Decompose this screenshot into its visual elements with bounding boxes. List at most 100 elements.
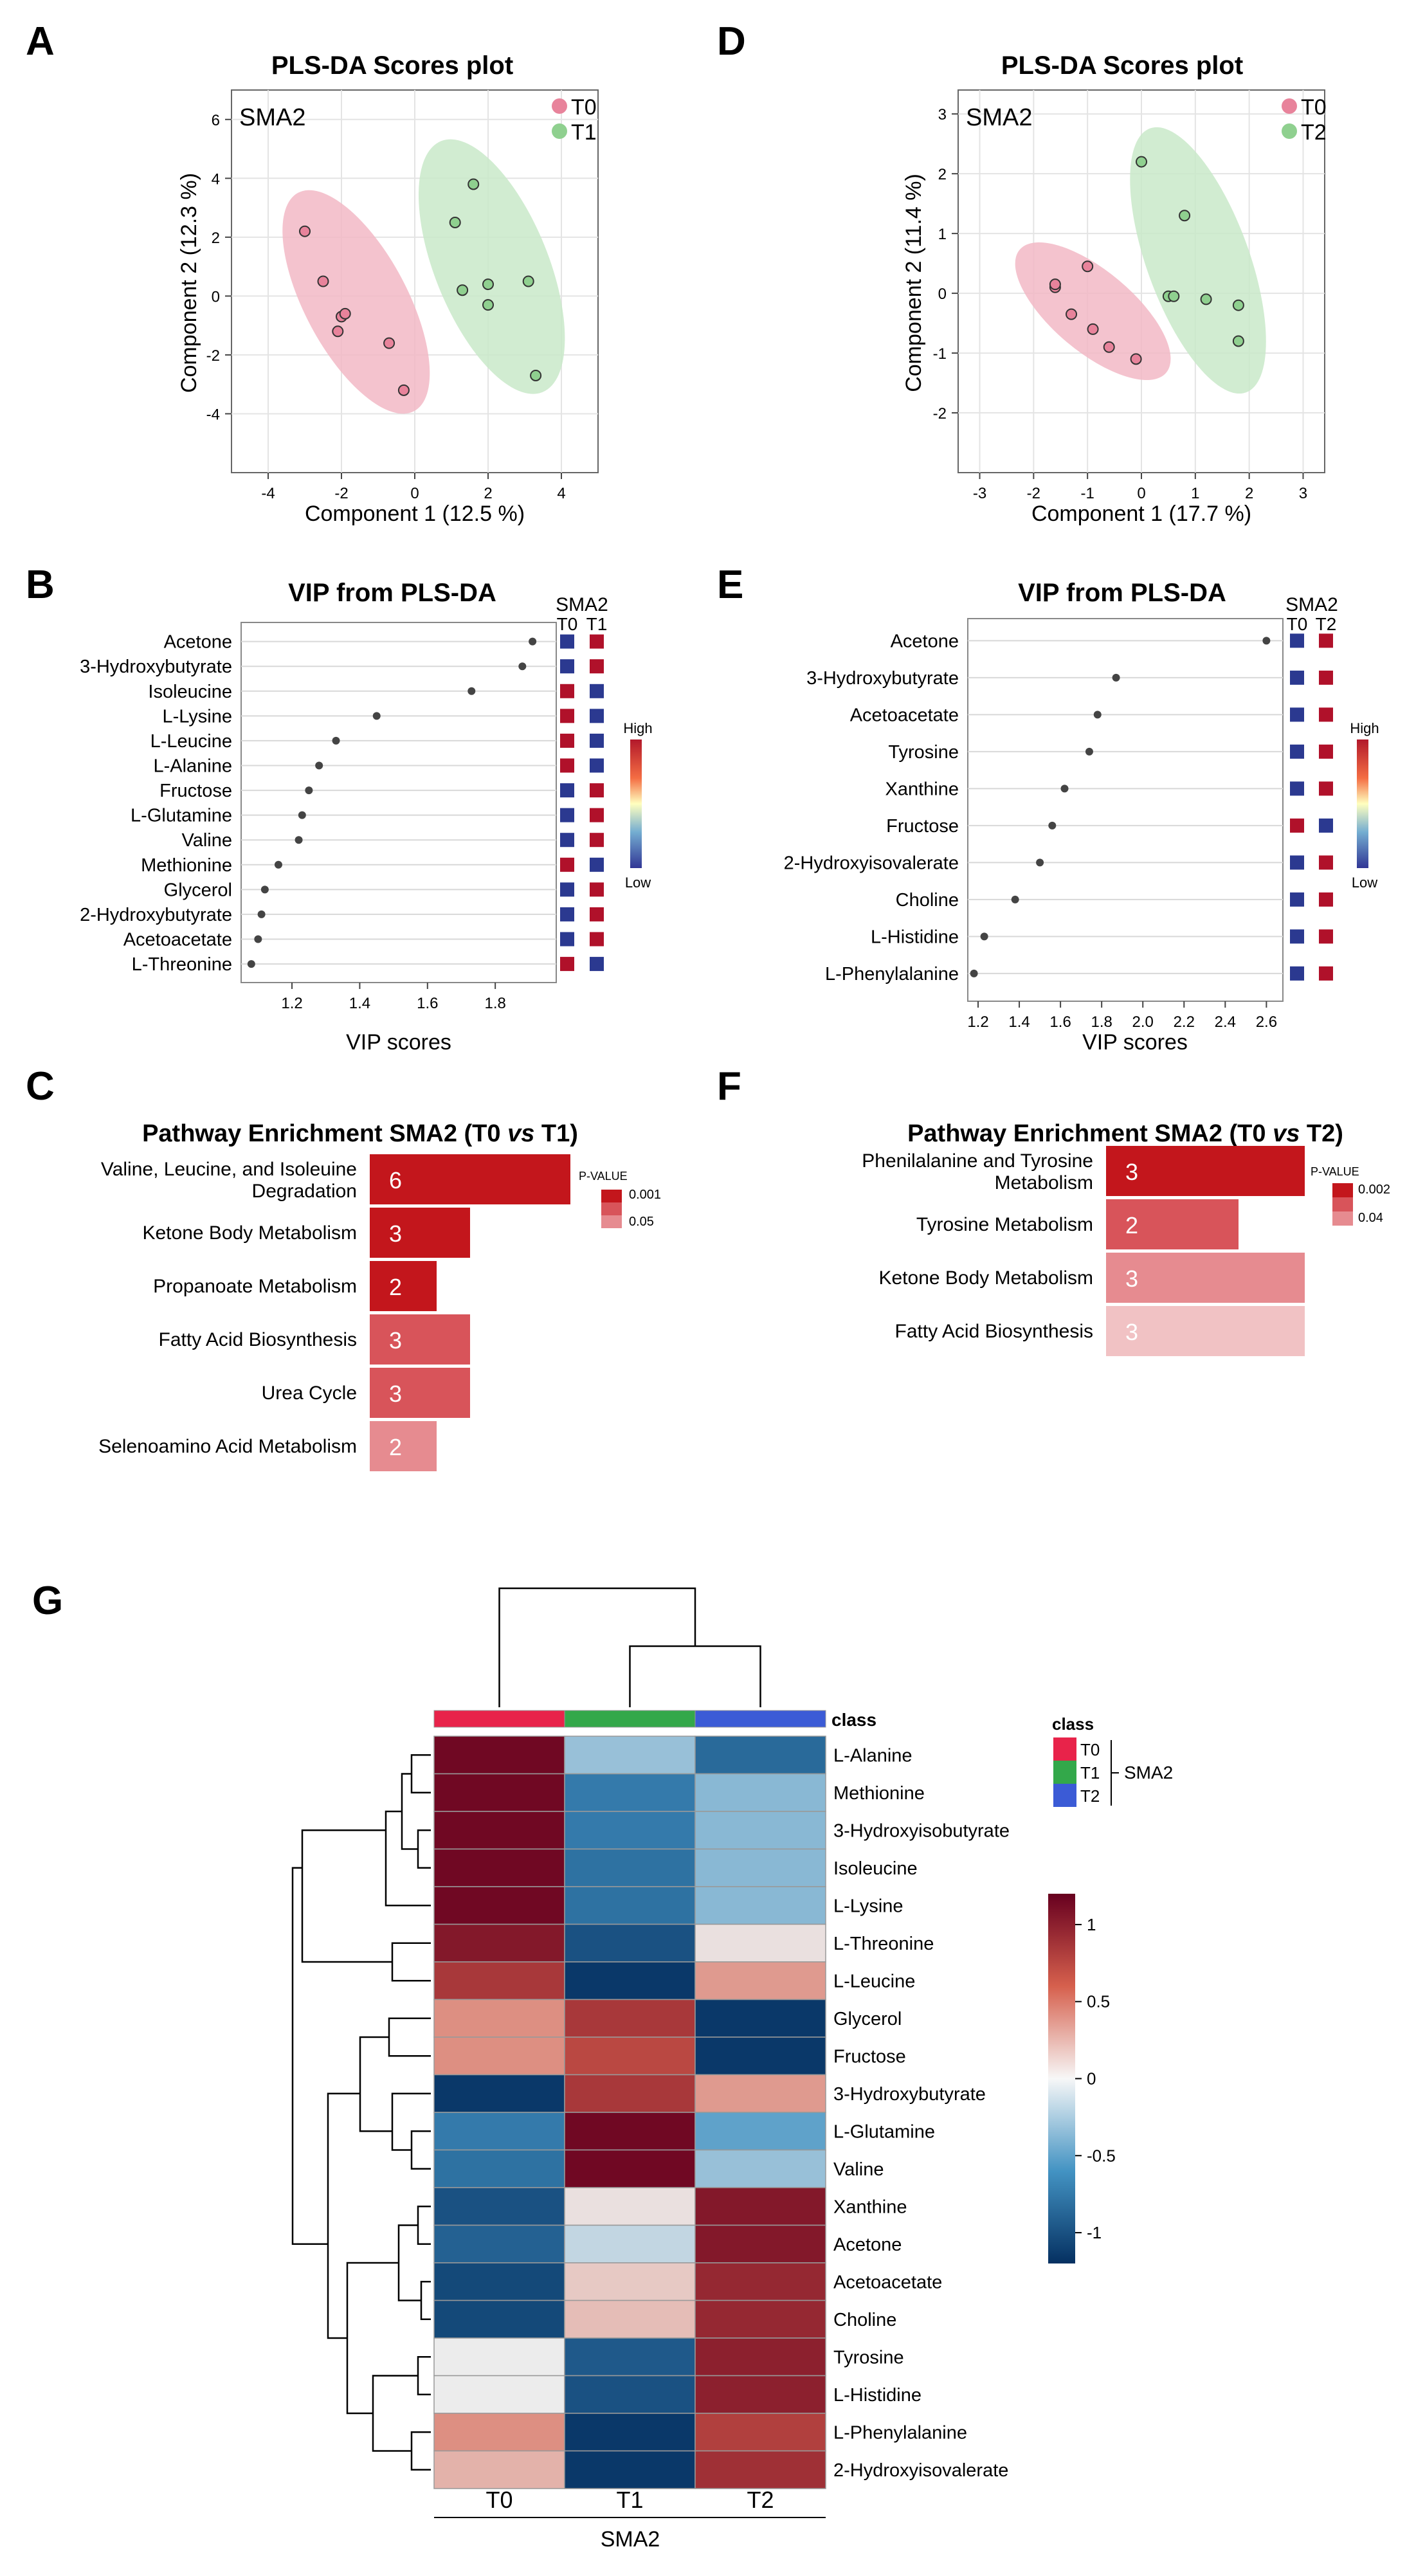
pd-point-t2-3 xyxy=(1168,290,1180,302)
pa-point-t1-1 xyxy=(449,216,461,228)
pd-point-t0-1 xyxy=(1049,278,1061,291)
panel-f-legend-swatch-1 xyxy=(1332,1183,1353,1197)
pe-tyrosine-heat-t0 xyxy=(1290,744,1304,759)
panel-g-cell-l-histidine-t0 xyxy=(433,2375,565,2414)
pd-point-t2-6 xyxy=(1232,335,1244,347)
panel-a-legend-t0: T0 xyxy=(571,95,597,120)
panel-g-cell-3-hydroxyisobutyrate-t1 xyxy=(564,1811,696,1850)
panel-g-legend-t0: T0 xyxy=(1080,1740,1100,1759)
pe-fructose-heat-t2 xyxy=(1319,818,1333,833)
panel-g-row-label-l-lysine: L-Lysine xyxy=(833,1896,903,1916)
pd-ytick-4: -1 xyxy=(933,345,947,363)
pb-l-alanine-dot xyxy=(315,761,323,770)
panel-g-legend-group: SMA2 xyxy=(1124,1763,1173,1782)
pb-valine-label: Valine xyxy=(182,830,232,851)
panel-b-frame xyxy=(241,622,557,983)
panel-g-row-label-fructose: Fructose xyxy=(833,2046,906,2067)
panel-g-cell-fructose-t2 xyxy=(694,2036,826,2076)
panel-e-group-label: SMA2 xyxy=(1285,594,1338,615)
panel-g-col-label-t0: T0 xyxy=(486,2487,513,2513)
pb-isoleucine-heat-t0 xyxy=(560,684,574,698)
pc-selenoamino-acid-metabolism-label: Selenoamino Acid Metabolism xyxy=(98,1436,357,1457)
pe-xtick-5: 2.2 xyxy=(1174,1013,1195,1031)
pb-l-glutamine-label: L-Glutamine xyxy=(131,806,232,826)
pd-point-t0-5 xyxy=(1103,341,1115,353)
pa-ytick-3: 0 xyxy=(212,288,220,305)
pb-methionine-heat-t1 xyxy=(590,857,604,872)
pc-valine-leucine-and-isoleuine-degradation-label-line-1: Degradation xyxy=(252,1181,357,1202)
panel-g-col-label-t1: T1 xyxy=(616,2487,643,2513)
pc-fatty-acid-biosynthesis-value: 3 xyxy=(389,1327,402,1354)
pa-xtick-4: 4 xyxy=(557,485,565,502)
panel-g-cell-xanthine-t2 xyxy=(694,2187,826,2226)
pb-acetoacetate-dot xyxy=(254,935,262,943)
pe-3-hydroxybutyrate-heat-t2 xyxy=(1319,670,1333,685)
panel-g-cell-l-leucine-t1 xyxy=(564,1961,696,2000)
pb-l-alanine-label: L-Alanine xyxy=(153,756,232,777)
pe-acetoacetate-dot xyxy=(1093,711,1102,719)
panel-g-class-bar-t0 xyxy=(433,1710,565,1728)
pb-3-hydroxybutyrate-heat-t0 xyxy=(560,659,574,674)
pb-l-glutamine-heat-t1 xyxy=(590,808,604,822)
panel-g-cell-l-glutamine-t1 xyxy=(564,2112,696,2151)
panel-f-legend-top: 0.002 xyxy=(1358,1183,1390,1197)
pe-acetoacetate-label: Acetoacetate xyxy=(850,705,959,725)
pb-xtick-3: 1.8 xyxy=(484,995,505,1012)
pc-fatty-acid-biosynthesis-label: Fatty Acid Biosynthesis xyxy=(159,1329,357,1350)
pe-xtick-7: 2.6 xyxy=(1256,1013,1277,1031)
panel-e-frame xyxy=(967,618,1284,1002)
panel-g-legend-title: class xyxy=(1052,1714,1094,1734)
panel-g-row-dendro-9 xyxy=(391,2092,431,2151)
panel-g-col-label-t2: T2 xyxy=(747,2487,774,2513)
panel-g-cell-l-phenylalanine-t1 xyxy=(564,2413,696,2452)
pb-l-alanine-heat-t0 xyxy=(560,758,574,773)
panel-g-cell-l-glutamine-t2 xyxy=(694,2112,826,2151)
pf-phenilalanine-and-tyrosine-metabolism-bar xyxy=(1106,1146,1305,1196)
pa-confidence-ellipse-t0 xyxy=(282,190,430,414)
pe-xanthine-heat-t0 xyxy=(1290,781,1304,796)
panel-g-cell-l-histidine-t1 xyxy=(564,2375,696,2414)
pd-point-t2-1 xyxy=(1179,210,1191,222)
panel-c-title-suffix: T1) xyxy=(534,1120,578,1147)
panel-d-ylabel: Component 2 (11.4 %) xyxy=(902,174,926,392)
pc-valine-leucine-and-isoleuine-degradation-label-line-0: Valine, Leucine, and Isoleuine xyxy=(101,1159,357,1180)
pa-point-t1-2 xyxy=(457,284,469,296)
pb-2-hydroxybutyrate-label: 2-Hydroxybutyrate xyxy=(80,905,232,925)
pd-point-t0-4 xyxy=(1082,260,1094,273)
pc-selenoamino-acid-metabolism-value: 2 xyxy=(389,1434,402,1460)
pe-l-phenylalanine-heat-t2 xyxy=(1319,966,1333,981)
panel-g-row-label-l-phenylalanine: L-Phenylalanine xyxy=(833,2422,967,2443)
panel-b-col-t0: T0 xyxy=(557,614,578,634)
pa-point-t0-1 xyxy=(317,275,329,287)
pd-xtick-3: 0 xyxy=(1137,485,1145,502)
panel-c-title-vs: vs xyxy=(507,1120,534,1147)
pb-l-leucine-dot xyxy=(332,736,340,745)
panel-c-legend-title: P-VALUE xyxy=(579,1170,628,1183)
panel-g-row-label-l-histidine: L-Histidine xyxy=(833,2385,921,2406)
panel-g-cell-l-alanine-t2 xyxy=(694,1736,826,1775)
panel-a-title: PLS-DA Scores plot xyxy=(271,51,513,80)
panel-g-cell-2-hydroxyisovalerate-t2 xyxy=(694,2450,826,2489)
panel-a-legend-t1-marker xyxy=(552,123,567,139)
pa-xtick-3: 2 xyxy=(484,485,492,502)
pd-xtick-2: -1 xyxy=(1081,485,1094,502)
pb-l-threonine-dot xyxy=(247,960,255,968)
pc-ketone-body-metabolism-bar xyxy=(370,1208,470,1258)
pb-xtick-1: 1.4 xyxy=(349,995,370,1012)
panel-g-cell-l-threonine-t1 xyxy=(564,1923,696,1963)
panel-g-cell-l-alanine-t1 xyxy=(564,1736,696,1775)
pd-point-t0-2 xyxy=(1066,308,1078,320)
panel-g-cell-glycerol-t1 xyxy=(564,1999,696,2038)
panel-g-cell-fructose-t0 xyxy=(433,2036,565,2076)
panel-label-b: B xyxy=(26,563,55,607)
panel-g-cell-3-hydroxybutyrate-t0 xyxy=(433,2074,565,2113)
panel-f-legend-swatch-2 xyxy=(1332,1197,1353,1211)
panel-g-colorbar xyxy=(1048,1894,1075,2263)
pb-2-hydroxybutyrate-heat-t0 xyxy=(560,907,574,921)
panel-d-title: PLS-DA Scores plot xyxy=(1001,51,1243,80)
panel-g-cell-choline-t2 xyxy=(694,2299,826,2339)
panel-g-row-label-glycerol: Glycerol xyxy=(833,2009,902,2029)
panel-c-pathway: Pathway Enrichment SMA2 (T0 vs T1) 6 Vali… xyxy=(98,1120,661,1471)
panel-g-row-dendro-2 xyxy=(401,1773,418,1850)
